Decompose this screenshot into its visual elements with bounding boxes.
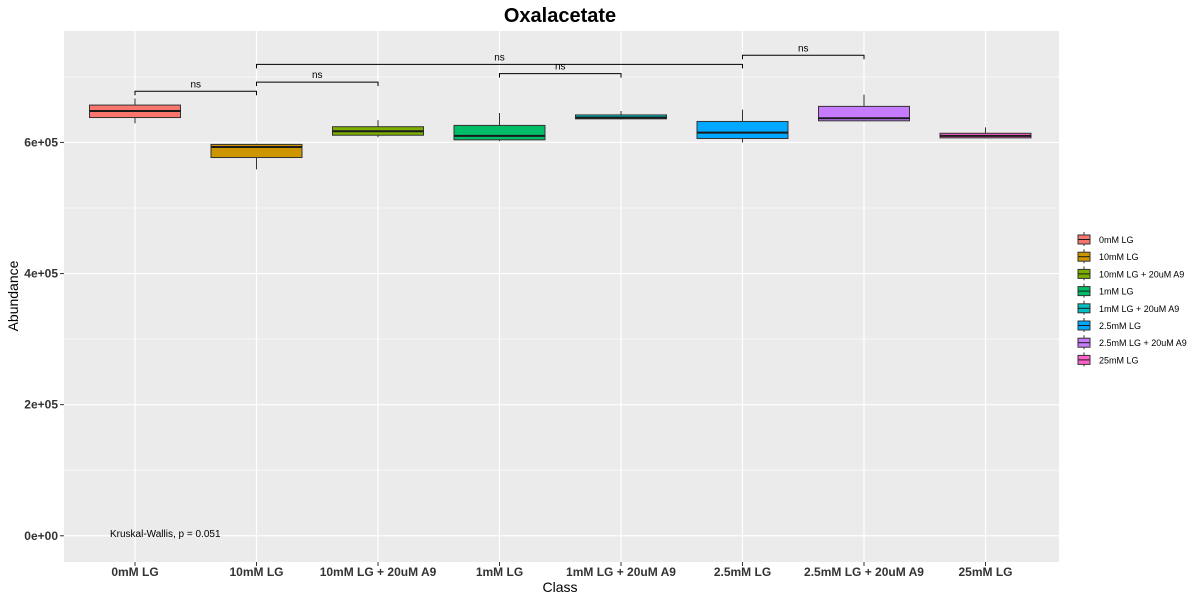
bracket-line [134, 90, 257, 96]
legend-label: 1mM LG [1099, 287, 1134, 297]
comparison-bracket: ns [256, 52, 743, 69]
comparison-bracket: ns [499, 62, 622, 78]
grid-minor [64, 76, 1059, 471]
x-axis: 0mM LG 10mM LG 10mM LG + 20uM A9 1mM LG 1mM … [111, 562, 1013, 579]
x-tick-label: 2.5mM LG [714, 565, 771, 579]
box-group [453, 112, 546, 142]
box-group [818, 94, 910, 122]
x-tick-label: 1mM LG + 20uM A9 [566, 565, 676, 579]
legend-item: 10mM LG + 20uM A9 [1077, 266, 1184, 281]
legend-label: 2.5mM LG + 20uM A9 [1099, 338, 1187, 348]
legend-label: 0mM LG [1099, 235, 1134, 245]
significance-brackets: ns ns ns ns ns [134, 43, 865, 96]
box-group [575, 110, 667, 120]
y-tick-label: 4e+05 [24, 267, 58, 281]
comparison-bracket: ns [742, 43, 865, 60]
x-tick-label: 25mM LG [958, 565, 1012, 579]
bracket-line [742, 54, 865, 60]
x-tick-label: 10mM LG [229, 565, 283, 579]
kruskal-wallis-annotation: Kruskal-Wallis, p = 0.051 [110, 529, 221, 540]
legend-label: 10mM LG [1099, 252, 1139, 262]
significance-label: ns [494, 52, 505, 63]
box-group [210, 143, 303, 170]
y-axis-title: Abundance [5, 260, 21, 331]
legend: 0mM LG 10mM LG 10mM LG + 20uM A9 1mM LG 1mM … [1077, 232, 1187, 367]
bracket-line [256, 81, 379, 87]
comparison-bracket: ns [134, 79, 257, 96]
legend-item: 2.5mM LG + 20uM A9 [1077, 335, 1187, 350]
legend-label: 2.5mM LG [1099, 321, 1141, 331]
box-series [89, 94, 1032, 170]
box-group [696, 109, 789, 143]
box [696, 120, 789, 140]
chart-title: Oxalacetate [504, 5, 616, 27]
y-tick-label: 0e+00 [24, 529, 58, 543]
significance-label: ns [190, 79, 201, 90]
bracket-line [256, 63, 743, 69]
bracket-line [499, 73, 622, 78]
box-group [939, 127, 1032, 139]
legend-item: 25mM LG [1077, 352, 1139, 367]
x-tick-label: 10mM LG + 20uM A9 [320, 565, 437, 579]
legend-item: 2.5mM LG [1077, 318, 1141, 332]
x-tick-label: 1mM LG [476, 565, 523, 579]
x-tick-label: 2.5mM LG + 20uM A9 [804, 565, 924, 579]
box-group [332, 120, 424, 138]
legend-item: 0mM LG [1077, 232, 1134, 246]
x-axis-title: Class [542, 579, 577, 595]
significance-label: ns [312, 70, 323, 81]
x-tick-label: 0mM LG [111, 565, 158, 579]
y-axis: 0e+00 2e+05 4e+05 6e+05 [24, 135, 64, 543]
legend-item: 1mM LG + 20uM A9 [1077, 300, 1179, 315]
significance-label: ns [555, 62, 566, 73]
box-group [89, 98, 181, 124]
significance-label: ns [798, 43, 809, 54]
legend-label: 25mM LG [1099, 355, 1139, 365]
legend-item: 1mM LG [1077, 283, 1134, 298]
legend-label: 10mM LG + 20uM A9 [1099, 269, 1184, 279]
legend-label: 1mM LG + 20uM A9 [1099, 304, 1179, 314]
box [453, 124, 546, 141]
comparison-bracket: ns [256, 70, 379, 87]
legend-item: 10mM LG [1077, 249, 1139, 264]
y-tick-label: 2e+05 [24, 398, 58, 412]
y-tick-label: 6e+05 [24, 135, 58, 149]
